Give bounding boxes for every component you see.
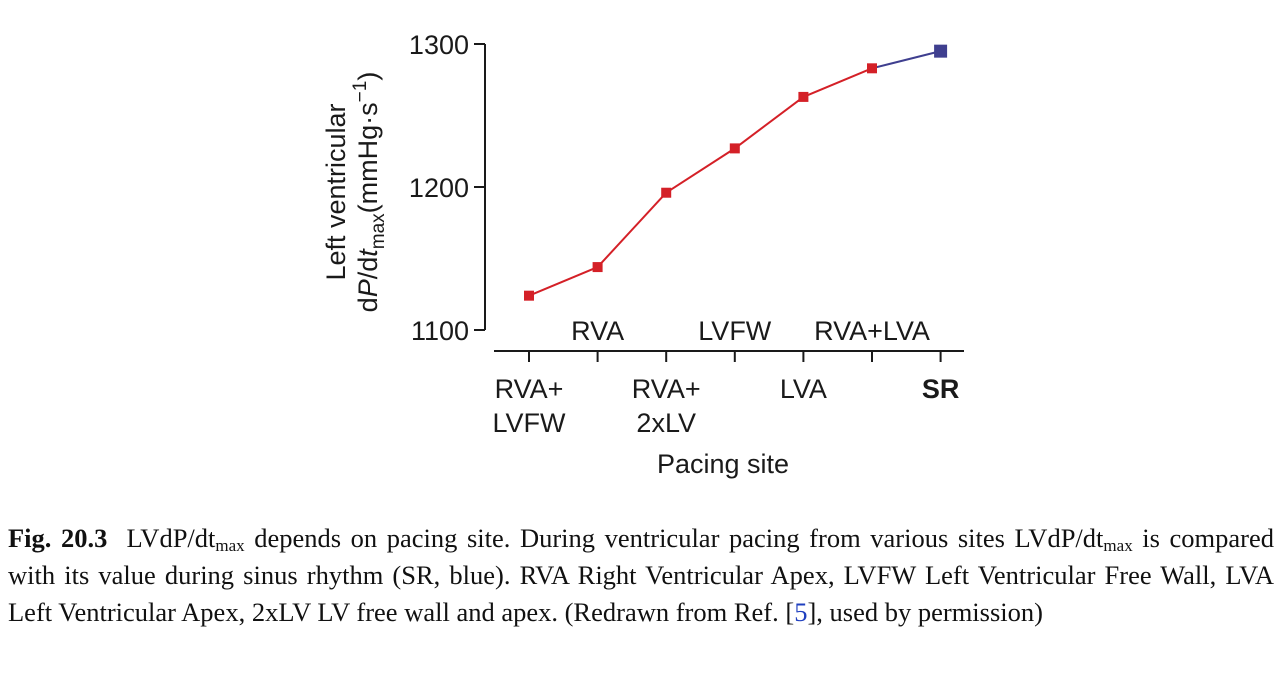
x-axis: [494, 350, 964, 362]
caption-text-1: LVdP/dt: [126, 523, 216, 553]
data-point: [867, 63, 877, 74]
data-point: [661, 187, 672, 198]
y-tick-label: 1100: [411, 316, 469, 346]
series-segment: [803, 67, 873, 98]
data-point: [798, 91, 809, 102]
x-axis-title: Pacing site: [657, 449, 789, 479]
caption-text-4: ], used by permission): [807, 597, 1043, 627]
series-segment: [665, 147, 736, 194]
x-category-label: RVA+LVA: [814, 316, 930, 346]
x-category-label: LVFW: [493, 408, 567, 438]
figure-label: Fig. 20.3: [8, 523, 108, 553]
y-axis-title-line-2: dP/dtmax(mmHg·s−1): [350, 72, 389, 313]
y-axis: 1100 1200 1300: [409, 30, 486, 346]
figure-caption: Fig. 20.3 LVdP/dtmax depends on pacing s…: [8, 520, 1274, 631]
y-tick-label: 1300: [409, 30, 469, 60]
caption-text-3: is compared with its value during sinus …: [8, 523, 1275, 627]
caption-subscript-2: max: [1103, 536, 1133, 555]
x-category-label: RVA+: [495, 374, 564, 404]
x-category-label: LVFW: [698, 316, 772, 346]
series-segment: [528, 266, 598, 297]
y-tick-label: 1200: [409, 173, 469, 203]
data-point: [524, 290, 534, 301]
x-category-label: LVA: [780, 374, 827, 404]
y-axis-title-line-1: Left ventricular: [321, 103, 351, 280]
reference-link[interactable]: 5: [794, 597, 808, 627]
x-category-label: SR: [922, 374, 960, 404]
x-category-label: 2xLV: [636, 408, 696, 438]
series-segment: [871, 50, 941, 70]
x-category-label: RVA+: [632, 374, 701, 404]
series-segment: [734, 96, 805, 150]
series-segment: [596, 192, 667, 268]
caption-subscript-1: max: [215, 536, 245, 555]
data-point: [592, 262, 603, 273]
data-series: [524, 44, 948, 301]
caption-text-2: depends on pacing site. During ventricul…: [244, 523, 1104, 553]
data-point: [729, 143, 740, 154]
x-category-label: RVA: [571, 316, 624, 346]
data-point-sr: [934, 44, 948, 58]
y-axis-title: Left ventricular dP/dtmax(mmHg·s−1): [321, 72, 389, 313]
